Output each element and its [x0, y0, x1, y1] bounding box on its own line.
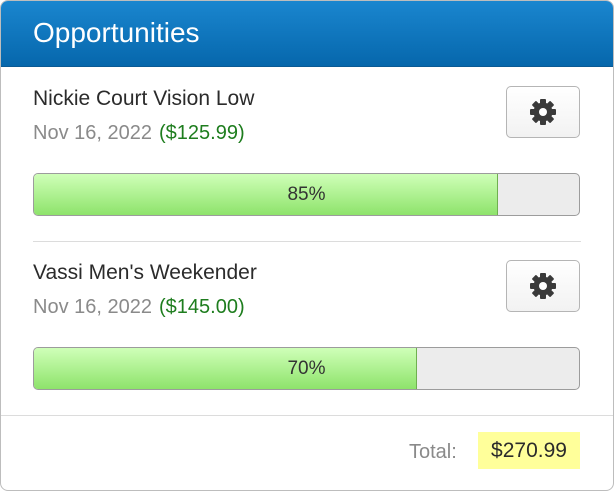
gear-icon [530, 273, 556, 299]
header: Opportunities [1, 1, 613, 67]
item-date: Nov 16, 2022 [33, 296, 152, 318]
item-divider [33, 241, 581, 242]
item-name: Nickie Court Vision Low [33, 87, 255, 110]
settings-button[interactable] [506, 260, 580, 312]
item-amount: ($125.99) [158, 122, 245, 144]
total-label: Total: [409, 441, 457, 463]
progress-fill [34, 174, 499, 215]
item: Nickie Court Vision Low Nov 16, 2022 ($125… [1, 1, 613, 242]
footer-divider [1, 415, 613, 416]
gear-icon [530, 99, 556, 125]
item-date: Nov 16, 2022 [33, 122, 152, 144]
header-title: Opportunities [33, 17, 200, 48]
item-amount: ($145.00) [158, 296, 245, 318]
progress-label: 85% [287, 184, 326, 205]
progress-label: 70% [287, 358, 326, 379]
settings-button[interactable] [506, 86, 580, 138]
progress-bar: 70% [33, 347, 580, 390]
progress-bar: 85% [33, 173, 580, 216]
item-name: Vassi Men's Weekender [33, 261, 257, 284]
item: Vassi Men's Weekender Nov 16, 2022 ($145.0… [1, 175, 613, 390]
progress-fill [34, 348, 417, 389]
total-value: $270.99 [478, 432, 580, 469]
